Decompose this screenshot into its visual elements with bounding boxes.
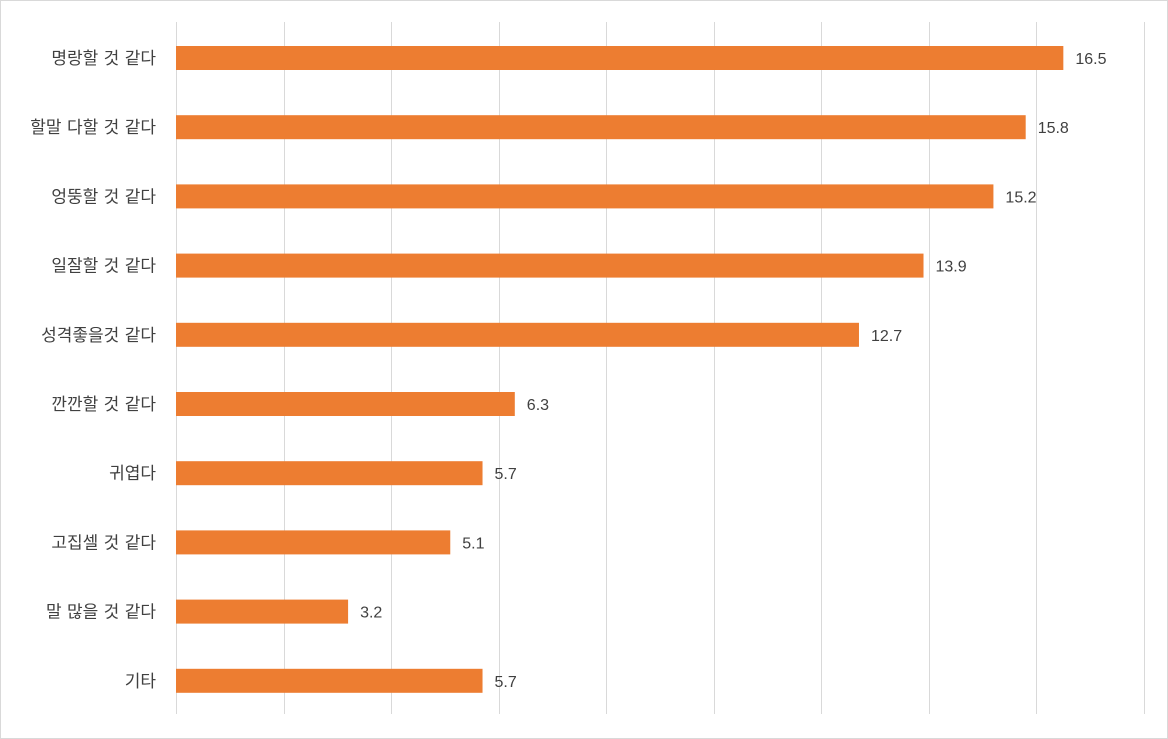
category-label: 일잘할 것 같다 (51, 257, 156, 277)
value-label: 15.8 (1038, 120, 1069, 137)
bars (176, 46, 1064, 693)
value-label: 6.3 (527, 397, 549, 414)
value-label: 16.5 (1075, 51, 1106, 68)
value-label: 13.9 (936, 259, 967, 276)
bar (176, 115, 1026, 140)
bar (176, 599, 349, 624)
value-label: 5.7 (495, 466, 517, 483)
category-label: 고집셀 것 같다 (51, 533, 156, 553)
category-label: 귀엽다 (109, 464, 156, 484)
bar (176, 184, 994, 209)
value-label: 5.1 (462, 535, 484, 552)
category-label: 말 많을 것 같다 (46, 603, 156, 623)
category-label: 명랑할 것 같다 (51, 49, 156, 69)
bar (176, 392, 515, 416)
category-label: 깐깐할 것 같다 (51, 395, 156, 415)
bar (176, 668, 483, 693)
category-label: 성격좋을것 같다 (41, 326, 156, 346)
category-label: 할말 다할 것 같다 (30, 118, 156, 138)
value-label: 15.2 (1005, 189, 1036, 206)
bar (176, 253, 924, 278)
value-label: 12.7 (871, 328, 902, 345)
value-label: 3.2 (360, 605, 382, 622)
category-label: 기타 (125, 672, 157, 692)
category-label: 엉뚱할 것 같다 (51, 187, 156, 207)
bar (176, 46, 1064, 70)
bar (176, 530, 451, 555)
bar (176, 322, 859, 347)
bar (176, 461, 483, 486)
value-labels: 16.5 15.8 15.2 13.9 12.7 6.3 5.7 5.1 3.2 5.7 (360, 51, 1106, 691)
value-label: 5.7 (495, 674, 517, 691)
